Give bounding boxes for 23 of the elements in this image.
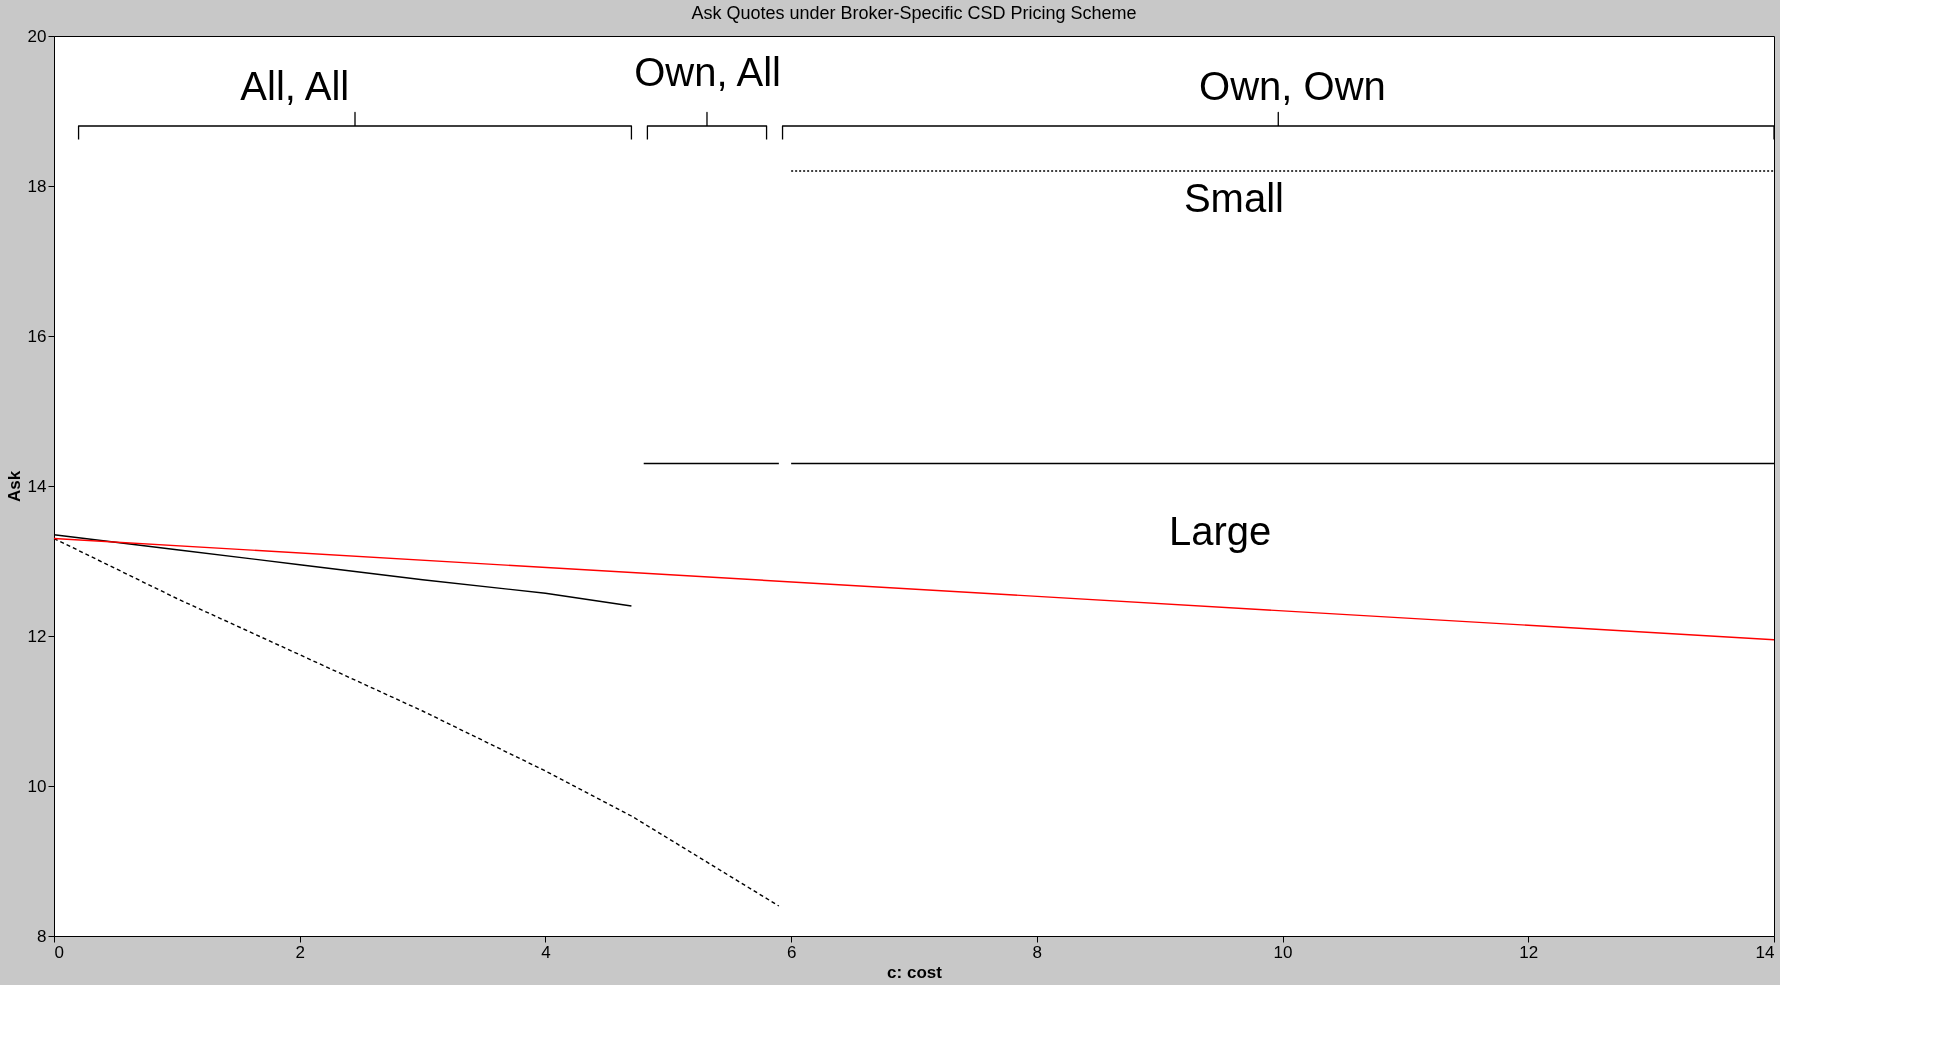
x-tick-label: 10: [1273, 942, 1293, 962]
annotation: Large: [1169, 509, 1272, 553]
annotation: Own, Own: [1199, 63, 1386, 108]
annotation: Own, All: [634, 50, 781, 94]
chart-title: Ask Quotes under Broker-Specific CSD Pricing Scheme: [691, 3, 1137, 23]
x-tick-label: 0: [54, 942, 64, 962]
y-axis-title: Ask: [4, 470, 24, 503]
y-tick-label: 8: [37, 926, 47, 946]
x-tick-label: 8: [1032, 942, 1043, 962]
y-tick-label: 16: [27, 326, 47, 346]
x-tick-label: 2: [295, 942, 305, 962]
x-tick-label: 4: [541, 942, 551, 962]
x-tick-label: 6: [786, 942, 797, 962]
annotation: Small: [1183, 176, 1284, 220]
y-tick-label: 14: [27, 476, 47, 496]
y-tick-label: 20: [27, 26, 47, 46]
x-tick-label: 12: [1519, 942, 1539, 962]
x-tick-label: 14: [1755, 942, 1775, 962]
y-tick-label: 18: [27, 176, 47, 196]
annotation: All, All: [240, 63, 350, 108]
y-tick-label: 12: [27, 626, 47, 646]
y-tick-label: 10: [27, 776, 47, 796]
x-axis-title: c: cost: [887, 962, 943, 982]
